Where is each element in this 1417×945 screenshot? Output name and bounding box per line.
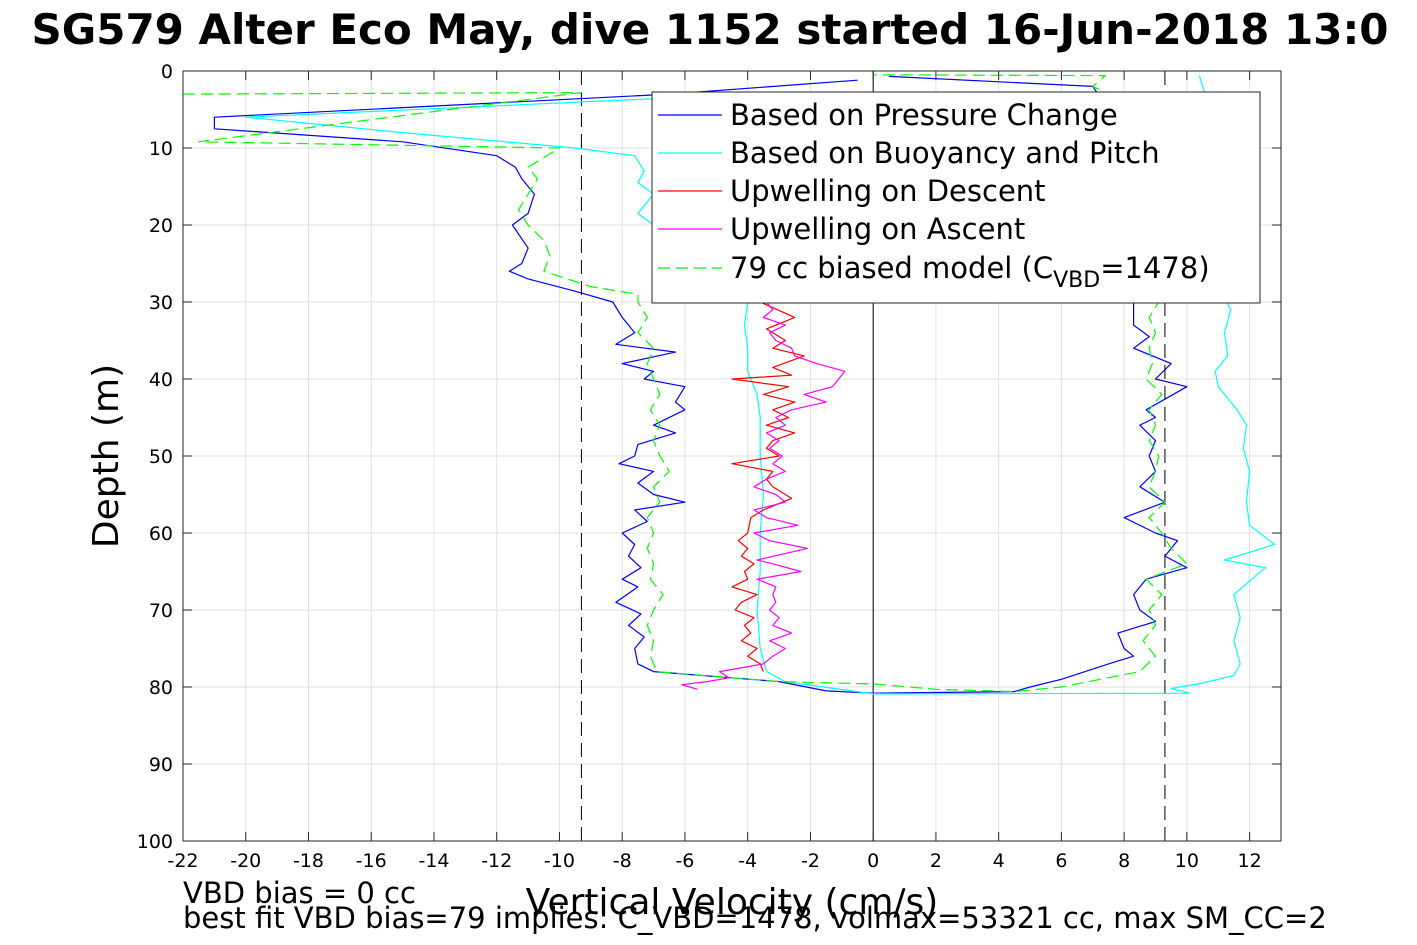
- x-tick-label: 12: [1238, 850, 1262, 872]
- legend-label-pressure-change: Based on Pressure Change: [730, 98, 1118, 132]
- y-tick-label: 30: [149, 292, 173, 314]
- x-tick-label: -10: [544, 850, 575, 872]
- x-axis-label: Vertical Velocity (cm/s): [526, 882, 939, 923]
- series-line-upwelling-descent: [731, 301, 805, 672]
- series-line-biased-model: [182, 74, 1188, 693]
- x-tick-label: -8: [613, 850, 632, 872]
- series-line-pressure-change: [213, 75, 1188, 694]
- x-tick-label: -6: [675, 850, 694, 872]
- x-tick-label: 4: [993, 850, 1005, 872]
- y-tick-label: 10: [149, 138, 173, 160]
- x-tick-label: -12: [481, 850, 512, 872]
- x-tick-label: 10: [1175, 850, 1199, 872]
- y-tick-label: 0: [161, 61, 173, 83]
- x-tick-label: 6: [1055, 850, 1067, 872]
- y-tick-label: 20: [149, 215, 173, 237]
- legend-label-buoyancy-pitch: Based on Buoyancy and Pitch: [730, 136, 1160, 170]
- chart-title: SG579 Alter Eco May, dive 1152 started 1…: [32, 5, 1389, 54]
- x-tick-label: -18: [293, 850, 324, 872]
- y-tick-label: 70: [149, 600, 173, 622]
- y-tick-label: 50: [149, 446, 173, 468]
- y-axis-label: Depth (m): [86, 364, 127, 548]
- series-line-upwelling-ascent: [681, 301, 846, 690]
- x-tick-label: -2: [801, 850, 820, 872]
- x-tick-label: -20: [230, 850, 261, 872]
- x-tick-label: -16: [356, 850, 387, 872]
- annotation-best-fit: best fit VBD bias=79 implies: C_VBD=1478…: [183, 901, 1327, 935]
- x-axis-ticks: -22 -20 -18 -16 -14 -12 -10 -8 -6 -4 -2 0 2 4 6 8 10 12: [167, 71, 1262, 872]
- y-tick-label: 60: [149, 523, 173, 545]
- x-tick-label: 8: [1118, 850, 1130, 872]
- x-tick-label: -22: [167, 850, 198, 872]
- annotation-vbd-bias: VBD bias = 0 cc: [183, 876, 416, 910]
- x-tick-label: -4: [738, 850, 757, 872]
- legend-label-upwelling-ascent: Upwelling on Ascent: [730, 212, 1025, 246]
- legend-box: [651, 91, 1261, 304]
- y-tick-label: 100: [137, 831, 173, 853]
- x-tick-label: 2: [930, 850, 942, 872]
- legend-label-biased-model: 79 cc biased model (CVBD=1478): [730, 251, 1210, 293]
- y-tick-label: 40: [149, 369, 173, 391]
- x-tick-label: -14: [418, 850, 449, 872]
- y-tick-label: 90: [149, 754, 173, 776]
- legend: Based on Pressure Change Based on Buoyanc…: [651, 91, 1261, 304]
- x-tick-label: 0: [867, 850, 879, 872]
- legend-label-upwelling-descent: Upwelling on Descent: [730, 174, 1046, 208]
- y-tick-label: 80: [149, 677, 173, 699]
- y-axis-ticks: 0 10 20 30 40 50 60 70 80 90 100: [137, 61, 1281, 853]
